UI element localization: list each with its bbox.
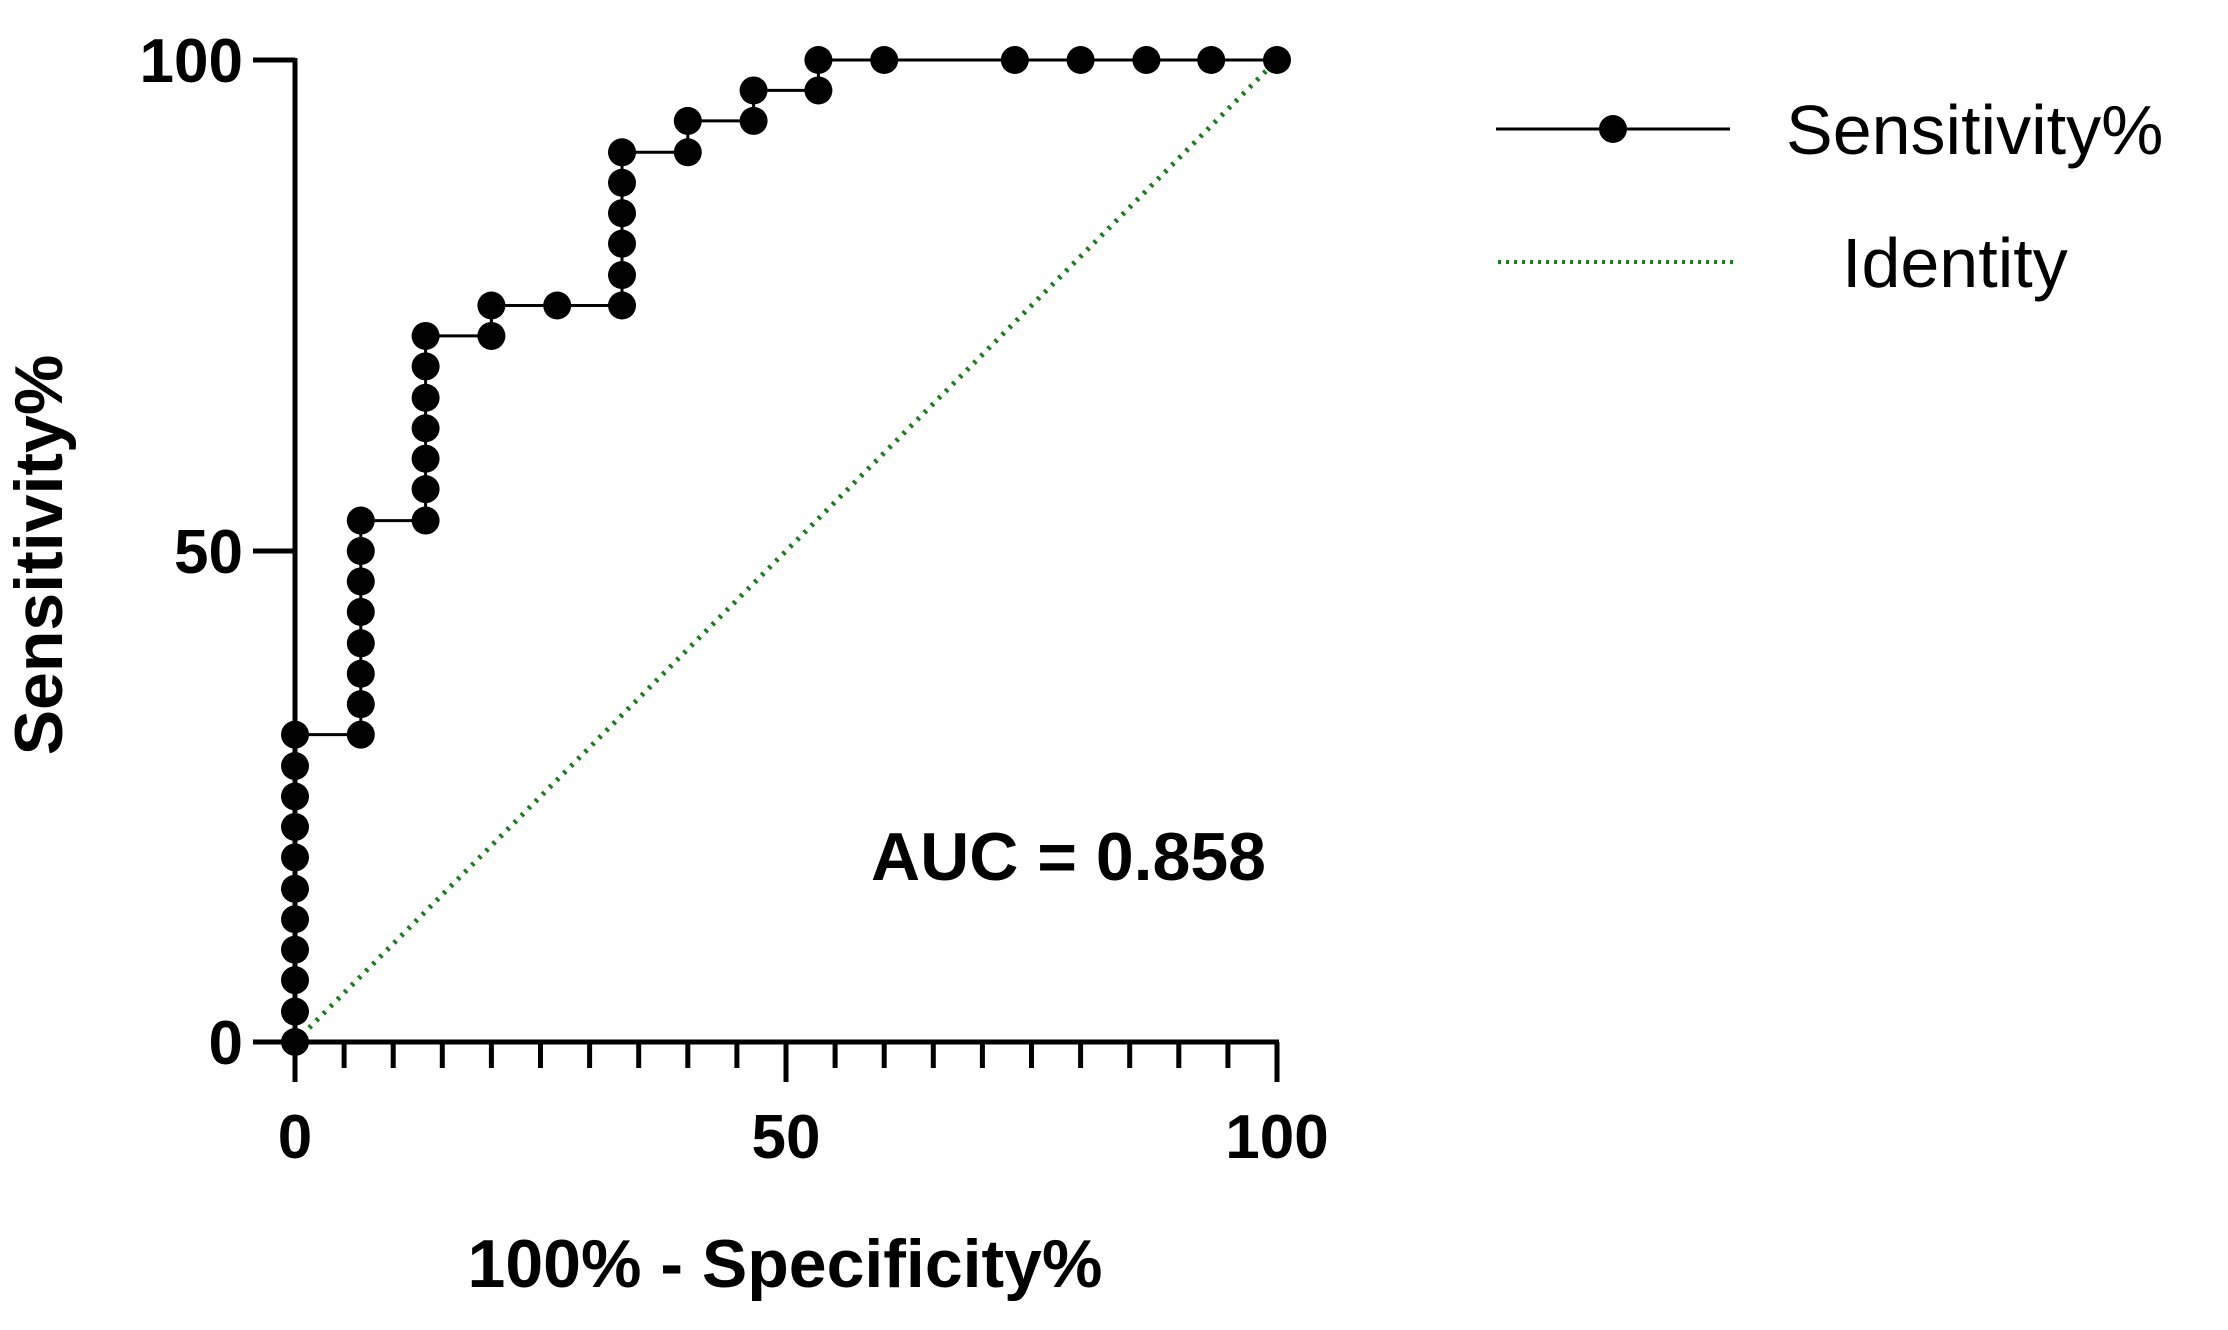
sensitivity-point [346, 690, 375, 719]
sensitivity-point [346, 506, 375, 535]
sensitivity-point [346, 597, 375, 626]
sensitivity-point [739, 106, 768, 135]
sensitivity-point [281, 966, 309, 995]
sensitivity-point [608, 261, 637, 290]
sensitivity-point [346, 720, 375, 749]
sensitivity-point [804, 76, 833, 105]
sensitivity-point [346, 629, 375, 658]
sensitivity-point [1263, 46, 1291, 74]
sensitivity-point [281, 720, 309, 749]
sensitivity-point [281, 935, 309, 964]
sensitivity-point [281, 1028, 309, 1056]
sensitivity-point [346, 659, 375, 688]
sensitivity-point [411, 321, 440, 350]
sensitivity-point [804, 46, 833, 74]
sensitivity-point [411, 506, 440, 535]
x-tick-label: 50 [752, 1103, 821, 1172]
sensitivity-point [608, 291, 637, 320]
legend-marker-sensitivity [1599, 115, 1627, 143]
axes-group: 0 50 100 0 50 100 [140, 27, 1329, 1172]
sensitivity-point [281, 874, 309, 903]
x-axis-title: 100% - Specificity% [468, 1226, 1103, 1302]
sensitivity-point [281, 752, 309, 781]
sensitivity-point [608, 199, 637, 228]
sensitivity-point [1132, 46, 1161, 74]
sensitivity-point [870, 46, 899, 74]
sensitivity-point [411, 414, 440, 443]
sensitivity-series [281, 46, 1291, 1056]
text-group: Sensitivity% 100% - Specificity% AUC = 0… [1, 355, 1266, 1302]
sensitivity-point [1066, 46, 1095, 74]
sensitivity-point [346, 567, 375, 596]
sensitivity-point [346, 537, 375, 565]
sensitivity-point [477, 291, 506, 320]
y-axis-title: Sensitivity% [1, 355, 77, 756]
auc-annotation: AUC = 0.858 [871, 819, 1266, 895]
sensitivity-point [281, 812, 309, 841]
sensitivity-point [673, 106, 702, 135]
sensitivity-point [281, 843, 309, 872]
sensitivity-point [1000, 46, 1029, 74]
sensitivity-point [411, 444, 440, 473]
legend: Sensitivity% Identity [1496, 91, 2163, 302]
sensitivity-point [411, 475, 440, 504]
sensitivity-point [281, 782, 309, 811]
y-tick-label: 50 [174, 518, 243, 587]
sensitivity-point [608, 138, 637, 167]
sensitivity-point [281, 905, 309, 934]
sensitivity-point [608, 168, 637, 197]
legend-label-sensitivity: Sensitivity% [1786, 91, 2163, 169]
legend-label-identity: Identity [1842, 224, 2068, 302]
sensitivity-point [739, 76, 768, 105]
y-tick-label: 100 [140, 27, 243, 96]
sensitivity-point [608, 229, 637, 258]
sensitivity-point [477, 321, 506, 350]
sensitivity-point [411, 352, 440, 381]
sensitivity-point [543, 291, 572, 320]
sensitivity-point [281, 997, 309, 1026]
x-tick-label: 0 [278, 1103, 312, 1172]
sensitivity-point [411, 383, 440, 412]
identity-series [293, 58, 1279, 1044]
sensitivity-point [1197, 46, 1226, 74]
x-tick-label: 100 [1225, 1103, 1328, 1172]
y-tick-label: 0 [209, 1009, 243, 1078]
sensitivity-point [673, 138, 702, 167]
identity-line [293, 58, 1279, 1044]
